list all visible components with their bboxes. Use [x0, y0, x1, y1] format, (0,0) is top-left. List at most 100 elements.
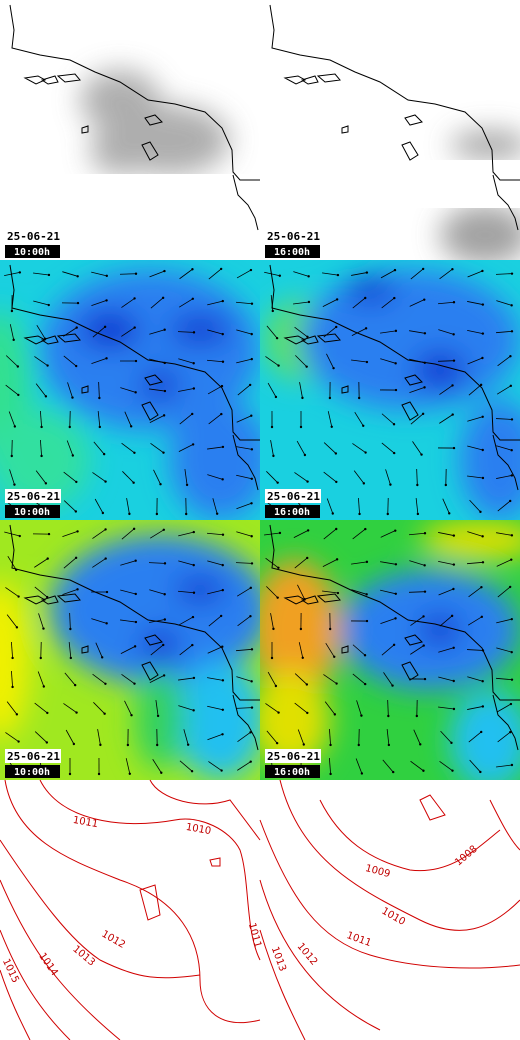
wind-arrow-head	[72, 742, 76, 746]
wind-arrow-head	[163, 562, 167, 565]
wind-arrow-head	[305, 365, 308, 368]
wind-arrow-head	[452, 534, 456, 537]
wind-arrow-head	[163, 618, 167, 621]
wind-arrow	[34, 731, 48, 743]
wind-arrow-head	[102, 452, 106, 456]
wind-arrow-head	[104, 557, 107, 560]
wind-arrow-head	[133, 326, 136, 329]
wind-arrow	[148, 562, 166, 564]
wind-arrow	[5, 384, 19, 396]
isobar-label: 1012	[99, 929, 127, 951]
wind-arrow	[207, 560, 223, 566]
wind-arrow-head	[14, 568, 18, 572]
wind-arrow	[92, 529, 106, 539]
wind-arrow	[467, 416, 483, 422]
wind-arrow-head	[105, 622, 108, 625]
wind-arrow-head	[386, 512, 389, 516]
wind-arrow-head	[334, 452, 338, 455]
wind-arrow	[351, 589, 367, 595]
wind-arrow-head	[510, 678, 514, 681]
wind-arrow-head	[452, 587, 455, 591]
wind-arrow-head	[18, 534, 21, 538]
wind-arrow	[208, 413, 222, 425]
wind-arrow	[297, 729, 305, 745]
wind-arrow-head	[162, 674, 166, 677]
wind-arrow-head	[192, 362, 195, 365]
wind-arrow	[381, 442, 395, 454]
panel-speed-left	[0, 520, 260, 780]
wind-arrow-head	[104, 528, 107, 531]
wind-arrow	[438, 329, 454, 335]
wind-arrow-head	[277, 566, 280, 569]
wind-arrow	[149, 589, 165, 595]
wind-arrow	[294, 472, 308, 482]
wind-arrow	[495, 677, 513, 681]
wind-arrow-head	[74, 510, 78, 513]
wind-arrow-head	[17, 595, 20, 598]
wind-arrow	[352, 528, 366, 540]
wind-arrow	[121, 674, 135, 684]
wind-arrow-head	[134, 559, 137, 562]
wind-arrow	[298, 642, 304, 658]
wind-arrow-head	[423, 298, 426, 301]
wind-arrow	[91, 618, 107, 624]
wind-arrow	[467, 676, 483, 682]
wind-arrow-head	[192, 387, 196, 390]
wind-arrow-head	[307, 275, 310, 278]
wind-arrow	[264, 271, 280, 277]
wind-arrow	[352, 644, 366, 656]
wind-arrow-head	[46, 595, 49, 599]
wind-arrow	[265, 557, 279, 569]
wind-arrow-head	[76, 275, 79, 278]
wind-arrow	[119, 273, 137, 275]
wind-arrow-head	[510, 449, 513, 452]
wind-arrow-head	[162, 643, 165, 647]
wind-arrow-head	[481, 303, 485, 306]
wind-arrow	[121, 528, 135, 540]
wind-arrow	[294, 673, 308, 685]
wind-arrow-head	[331, 512, 334, 515]
wind-arrow	[5, 587, 19, 597]
wind-arrow-head	[422, 769, 425, 772]
wind-arrow	[92, 558, 106, 568]
wind-arrow-head	[336, 273, 340, 277]
wind-arrow	[4, 272, 20, 276]
wind-arrow-head	[394, 388, 398, 392]
wind-arrow-head	[510, 474, 514, 477]
wind-arrow-head	[299, 425, 303, 429]
wind-arrow-head	[423, 564, 426, 567]
wind-arrow	[297, 584, 305, 600]
wind-arrow-head	[12, 338, 15, 342]
wind-arrow	[121, 442, 135, 454]
wind-arrow-head	[75, 711, 78, 714]
wind-arrow-head	[328, 396, 332, 400]
wind-arrow-head	[364, 527, 367, 531]
wind-arrow-head	[450, 614, 454, 618]
wind-arrow	[496, 559, 512, 567]
wind-arrow	[207, 474, 223, 480]
wind-arrow	[149, 619, 165, 623]
wind-arrow-head	[46, 711, 49, 715]
wind-arrow-head	[105, 299, 108, 302]
wind-arrow-head	[76, 530, 79, 533]
wind-arrow	[149, 415, 165, 423]
wind-arrow-head	[132, 527, 136, 531]
wind-arrow	[5, 355, 19, 367]
wind-arrow	[496, 703, 512, 713]
wind-arrow	[236, 269, 252, 279]
wind-arrow	[178, 298, 194, 308]
date-bg	[265, 489, 321, 503]
wind-arrow-head	[394, 529, 397, 532]
wind-arrow-head	[481, 535, 484, 538]
wind-arrow	[207, 385, 223, 395]
wind-arrow	[266, 471, 278, 483]
wind-arrow	[38, 613, 44, 629]
wind-arrow	[179, 644, 193, 656]
wind-arrow-head	[191, 268, 194, 271]
wind-arrow-head	[11, 656, 14, 660]
wind-arrow	[150, 443, 164, 453]
wind-arrow	[270, 294, 274, 312]
wind-arrow	[467, 270, 483, 278]
wind-arrow-head	[451, 268, 454, 271]
wind-arrow	[33, 300, 49, 306]
